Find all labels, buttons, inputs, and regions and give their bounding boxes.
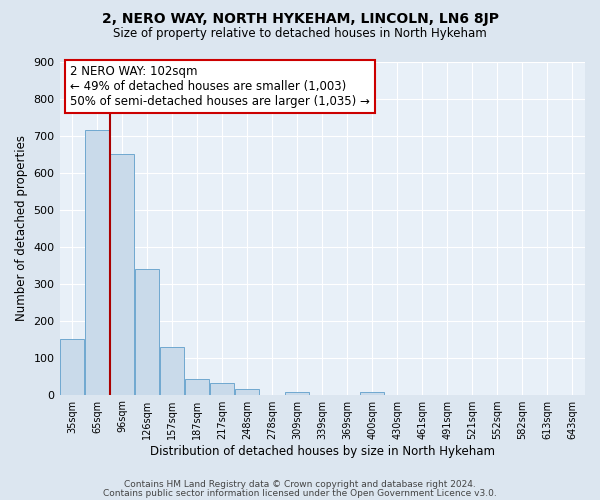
- Text: Contains HM Land Registry data © Crown copyright and database right 2024.: Contains HM Land Registry data © Crown c…: [124, 480, 476, 489]
- Text: 2 NERO WAY: 102sqm
← 49% of detached houses are smaller (1,003)
50% of semi-deta: 2 NERO WAY: 102sqm ← 49% of detached hou…: [70, 65, 370, 108]
- Text: Contains public sector information licensed under the Open Government Licence v3: Contains public sector information licen…: [103, 489, 497, 498]
- Bar: [110, 154, 134, 394]
- Bar: [185, 379, 209, 394]
- Text: 2, NERO WAY, NORTH HYKEHAM, LINCOLN, LN6 8JP: 2, NERO WAY, NORTH HYKEHAM, LINCOLN, LN6…: [101, 12, 499, 26]
- Bar: [235, 389, 259, 394]
- Bar: [85, 130, 109, 394]
- Bar: [361, 392, 384, 394]
- X-axis label: Distribution of detached houses by size in North Hykeham: Distribution of detached houses by size …: [150, 444, 495, 458]
- Bar: [60, 339, 84, 394]
- Text: Size of property relative to detached houses in North Hykeham: Size of property relative to detached ho…: [113, 28, 487, 40]
- Bar: [135, 269, 159, 394]
- Y-axis label: Number of detached properties: Number of detached properties: [15, 135, 28, 321]
- Bar: [160, 347, 184, 395]
- Bar: [210, 384, 234, 394]
- Bar: [286, 392, 309, 394]
